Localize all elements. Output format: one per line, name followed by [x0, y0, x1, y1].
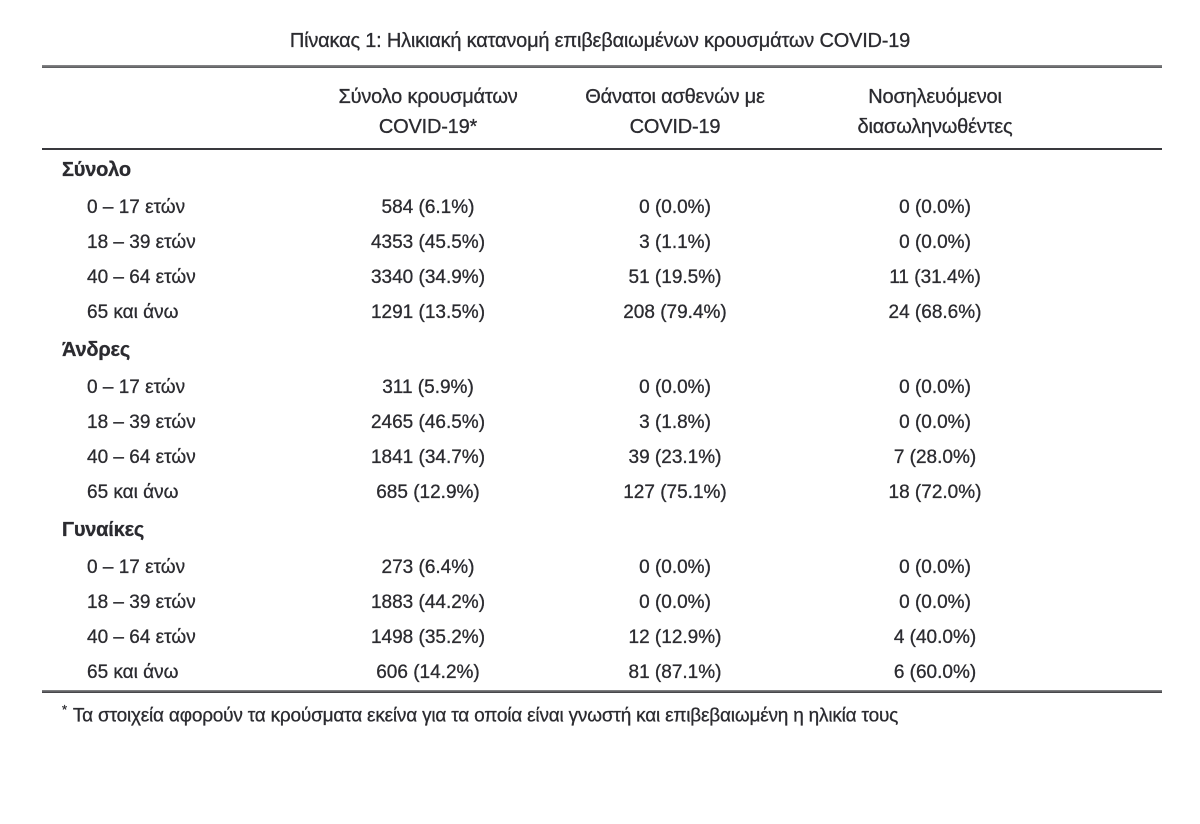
table-row: 0 – 17 ετών 311 (5.9%) 0 (0.0%) 0 (0.0%): [42, 370, 1162, 405]
cell-deaths: 51 (19.5%): [628, 266, 722, 288]
table-header-rule: [42, 148, 1162, 150]
cell-intubated: 0 (0.0%): [899, 411, 971, 433]
cell-intubated: 0 (0.0%): [899, 591, 971, 613]
covid-age-distribution-table: Σύνολο κρουσμάτων COVID-19* Θάνατοι ασθε…: [42, 65, 1162, 727]
section-label-women: Γυναίκες: [62, 518, 145, 541]
table-row: 18 – 39 ετών 1883 (44.2%) 0 (0.0%) 0 (0.…: [42, 585, 1162, 620]
cell-deaths: 0 (0.0%): [639, 196, 711, 218]
column-header-total-cases-line2: COVID-19*: [378, 116, 478, 138]
section-row-women: Γυναίκες: [42, 510, 1162, 550]
table-row: 18 – 39 ετών 2465 (46.5%) 3 (1.8%) 0 (0.…: [42, 405, 1162, 440]
table-row: 65 και άνω 685 (12.9%) 127 (75.1%) 18 (7…: [42, 475, 1162, 510]
table-caption: Πίνακας 1: Ηλικιακή κατανομή επιβεβαιωμέ…: [289, 30, 911, 52]
column-header-total-cases-line1: Σύνολο κρουσμάτων: [338, 86, 518, 108]
row-label-age-group: 65 και άνω: [87, 661, 179, 683]
table-row: 0 – 17 ετών 273 (6.4%) 0 (0.0%) 0 (0.0%): [42, 550, 1162, 585]
cell-total-cases: 4353 (45.5%): [370, 231, 486, 253]
row-label-age-group: 40 – 64 ετών: [87, 266, 196, 288]
column-header-deaths-line1: Θάνατοι ασθενών με: [585, 86, 765, 108]
cell-deaths: 208 (79.4%): [623, 301, 727, 323]
cell-intubated: 4 (40.0%): [893, 626, 977, 648]
cell-intubated: 18 (72.0%): [888, 481, 982, 503]
cell-total-cases: 311 (5.9%): [382, 376, 474, 398]
table-footnote: * Τα στοιχεία αφορούν τα κρούσματα εκείνα…: [42, 693, 1162, 727]
section-row-men: Άνδρες: [42, 330, 1162, 370]
footnote-asterisk: *: [62, 702, 67, 717]
cell-total-cases: 685 (12.9%): [376, 481, 480, 503]
cell-total-cases: 1498 (35.2%): [370, 626, 486, 648]
cell-intubated: 0 (0.0%): [899, 556, 971, 578]
row-label-age-group: 0 – 17 ετών: [87, 196, 186, 218]
row-label-age-group: 40 – 64 ετών: [87, 626, 196, 648]
cell-total-cases: 606 (14.2%): [376, 661, 480, 683]
table-row: 65 και άνω 1291 (13.5%) 208 (79.4%) 24 (…: [42, 295, 1162, 330]
table-bottom-rule: [42, 690, 1162, 693]
column-header-deaths: Θάνατοι ασθενών με COVID-19: [564, 82, 786, 142]
column-header-total-cases: Σύνολο κρουσμάτων COVID-19*: [292, 82, 564, 142]
row-label-age-group: 65 και άνω: [87, 301, 179, 323]
row-label-age-group: 18 – 39 ετών: [87, 591, 196, 613]
table-row: 65 και άνω 606 (14.2%) 81 (87.1%) 6 (60.…: [42, 655, 1162, 690]
cell-total-cases: 1883 (44.2%): [370, 591, 486, 613]
cell-total-cases: 584 (6.1%): [381, 196, 475, 218]
cell-deaths: 81 (87.1%): [628, 661, 722, 683]
table-top-rule: [42, 65, 1162, 68]
cell-intubated: 0 (0.0%): [899, 196, 971, 218]
row-label-age-group: 18 – 39 ετών: [87, 231, 196, 253]
cell-intubated: 0 (0.0%): [899, 231, 971, 253]
section-label-total: Σύνολο: [62, 158, 131, 181]
cell-deaths: 3 (1.1%): [639, 231, 711, 253]
column-header-intubated: Νοσηλευόμενοι διασωληνωθέντες: [786, 82, 1084, 142]
cell-intubated: 24 (68.6%): [888, 301, 982, 323]
cell-intubated: 0 (0.0%): [899, 376, 971, 398]
cell-deaths: 127 (75.1%): [623, 481, 727, 503]
section-label-men: Άνδρες: [62, 338, 131, 361]
table-row: 0 – 17 ετών 584 (6.1%) 0 (0.0%) 0 (0.0%): [42, 190, 1162, 225]
cell-deaths: 0 (0.0%): [639, 591, 711, 613]
cell-deaths: 0 (0.0%): [639, 556, 711, 578]
cell-total-cases: 273 (6.4%): [381, 556, 475, 578]
row-label-age-group: 0 – 17 ετών: [87, 556, 186, 578]
row-label-age-group: 18 – 39 ετών: [87, 411, 196, 433]
cell-deaths: 0 (0.0%): [639, 376, 711, 398]
cell-deaths: 39 (23.1%): [628, 446, 722, 468]
cell-total-cases: 1841 (34.7%): [370, 446, 486, 468]
table-row: 40 – 64 ετών 1841 (34.7%) 39 (23.1%) 7 (…: [42, 440, 1162, 475]
cell-deaths: 12 (12.9%): [628, 626, 722, 648]
table-row: 40 – 64 ετών 1498 (35.2%) 12 (12.9%) 4 (…: [42, 620, 1162, 655]
section-row-total: Σύνολο: [42, 150, 1162, 190]
row-label-age-group: 65 και άνω: [87, 481, 179, 503]
cell-deaths: 3 (1.8%): [639, 411, 711, 433]
table-row: 40 – 64 ετών 3340 (34.9%) 51 (19.5%) 11 …: [42, 260, 1162, 295]
cell-intubated: 7 (28.0%): [893, 446, 977, 468]
column-header-deaths-line2: COVID-19: [629, 116, 721, 138]
footnote-text: Τα στοιχεία αφορούν τα κρούσματα εκείνα …: [72, 705, 899, 727]
cell-total-cases: 1291 (13.5%): [370, 301, 486, 323]
column-header-intubated-line1: Νοσηλευόμενοι: [868, 86, 1002, 108]
row-label-age-group: 0 – 17 ετών: [87, 376, 186, 398]
table-header-row: Σύνολο κρουσμάτων COVID-19* Θάνατοι ασθε…: [42, 68, 1162, 148]
row-label-age-group: 40 – 64 ετών: [87, 446, 196, 468]
table-row: 18 – 39 ετών 4353 (45.5%) 3 (1.1%) 0 (0.…: [42, 225, 1162, 260]
cell-total-cases: 3340 (34.9%): [370, 266, 486, 288]
column-header-intubated-line2: διασωληνωθέντες: [857, 116, 1013, 138]
cell-intubated: 11 (31.4%): [889, 266, 981, 288]
cell-total-cases: 2465 (46.5%): [370, 411, 486, 433]
cell-intubated: 6 (60.0%): [893, 661, 977, 683]
